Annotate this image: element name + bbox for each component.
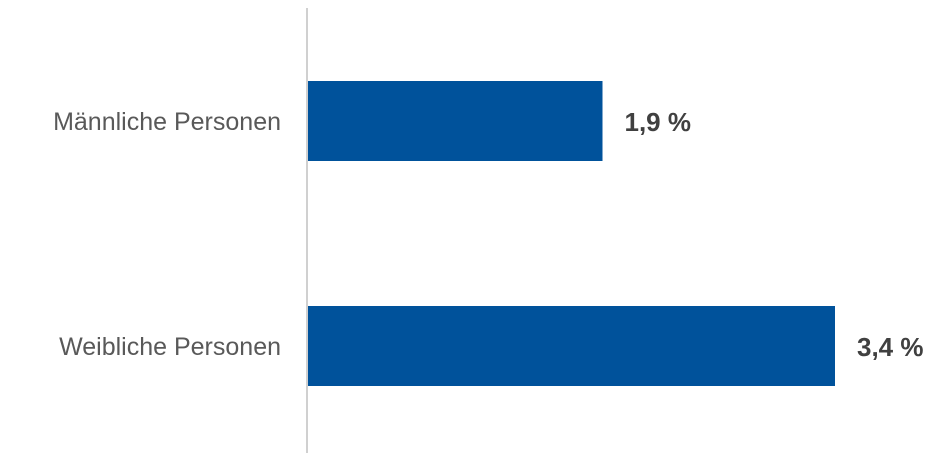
bar-1 bbox=[308, 306, 835, 386]
value-labels-group: 1,9 % 3,4 % bbox=[625, 107, 924, 362]
value-label-0: 1,9 % bbox=[625, 107, 692, 137]
bars-group bbox=[308, 81, 835, 386]
value-label-1: 3,4 % bbox=[857, 332, 924, 362]
bar-0 bbox=[308, 81, 603, 161]
category-label-1: Weibliche Personen bbox=[59, 333, 281, 361]
category-labels-group: Männliche Personen Weibliche Personen bbox=[53, 108, 281, 361]
category-label-0: Männliche Personen bbox=[53, 108, 281, 136]
